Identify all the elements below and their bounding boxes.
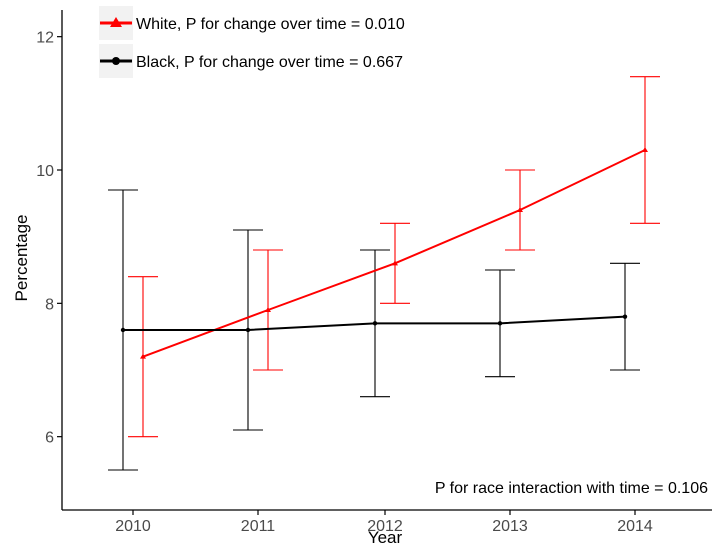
y-axis-ticks: 6 8 10 12 xyxy=(36,30,62,447)
x-tick-label: 2013 xyxy=(492,518,528,535)
error-bars xyxy=(108,76,660,471)
legend-triangle-marker xyxy=(110,17,122,27)
series-line xyxy=(142,149,646,358)
x-axis-title: Year xyxy=(368,528,403,547)
race-interaction-annotation: P for race interaction with time = 0.106 xyxy=(435,480,708,497)
y-tick-label: 6 xyxy=(45,430,54,447)
x-tick-label: 2014 xyxy=(617,518,653,535)
y-axis-title: Percentage xyxy=(12,215,31,302)
data-point xyxy=(140,353,146,359)
x-tick-label: 2011 xyxy=(241,518,276,535)
y-tick-label: 12 xyxy=(36,30,54,47)
legend-item: White, P for change over time = 0.010 xyxy=(100,16,405,33)
data-point xyxy=(372,321,378,326)
legend-label: Black, P for change over time = 0.667 xyxy=(136,54,403,71)
legend-label: White, P for change over time = 0.010 xyxy=(136,16,405,33)
data-point xyxy=(642,147,648,152)
y-tick-label: 8 xyxy=(45,296,54,313)
data-point xyxy=(120,327,126,333)
data-point xyxy=(392,260,398,266)
legend-circle-marker xyxy=(112,57,120,65)
legend-item: Black, P for change over time = 0.667 xyxy=(100,54,403,71)
legend-background xyxy=(99,6,133,78)
data-point xyxy=(245,327,251,333)
data-point xyxy=(497,321,503,326)
data-point xyxy=(517,207,523,212)
series-lines xyxy=(123,149,646,358)
y-tick-label: 10 xyxy=(36,163,54,180)
x-tick-label: 2012 xyxy=(367,518,403,535)
data-point xyxy=(265,307,271,312)
x-tick-label: 2010 xyxy=(115,518,151,535)
x-axis-ticks: 2010 2011 2012 2013 2014 xyxy=(115,510,653,535)
legend: White, P for change over time = 0.010 Bla… xyxy=(100,16,405,71)
data-point xyxy=(622,314,628,319)
data-points xyxy=(120,147,648,359)
